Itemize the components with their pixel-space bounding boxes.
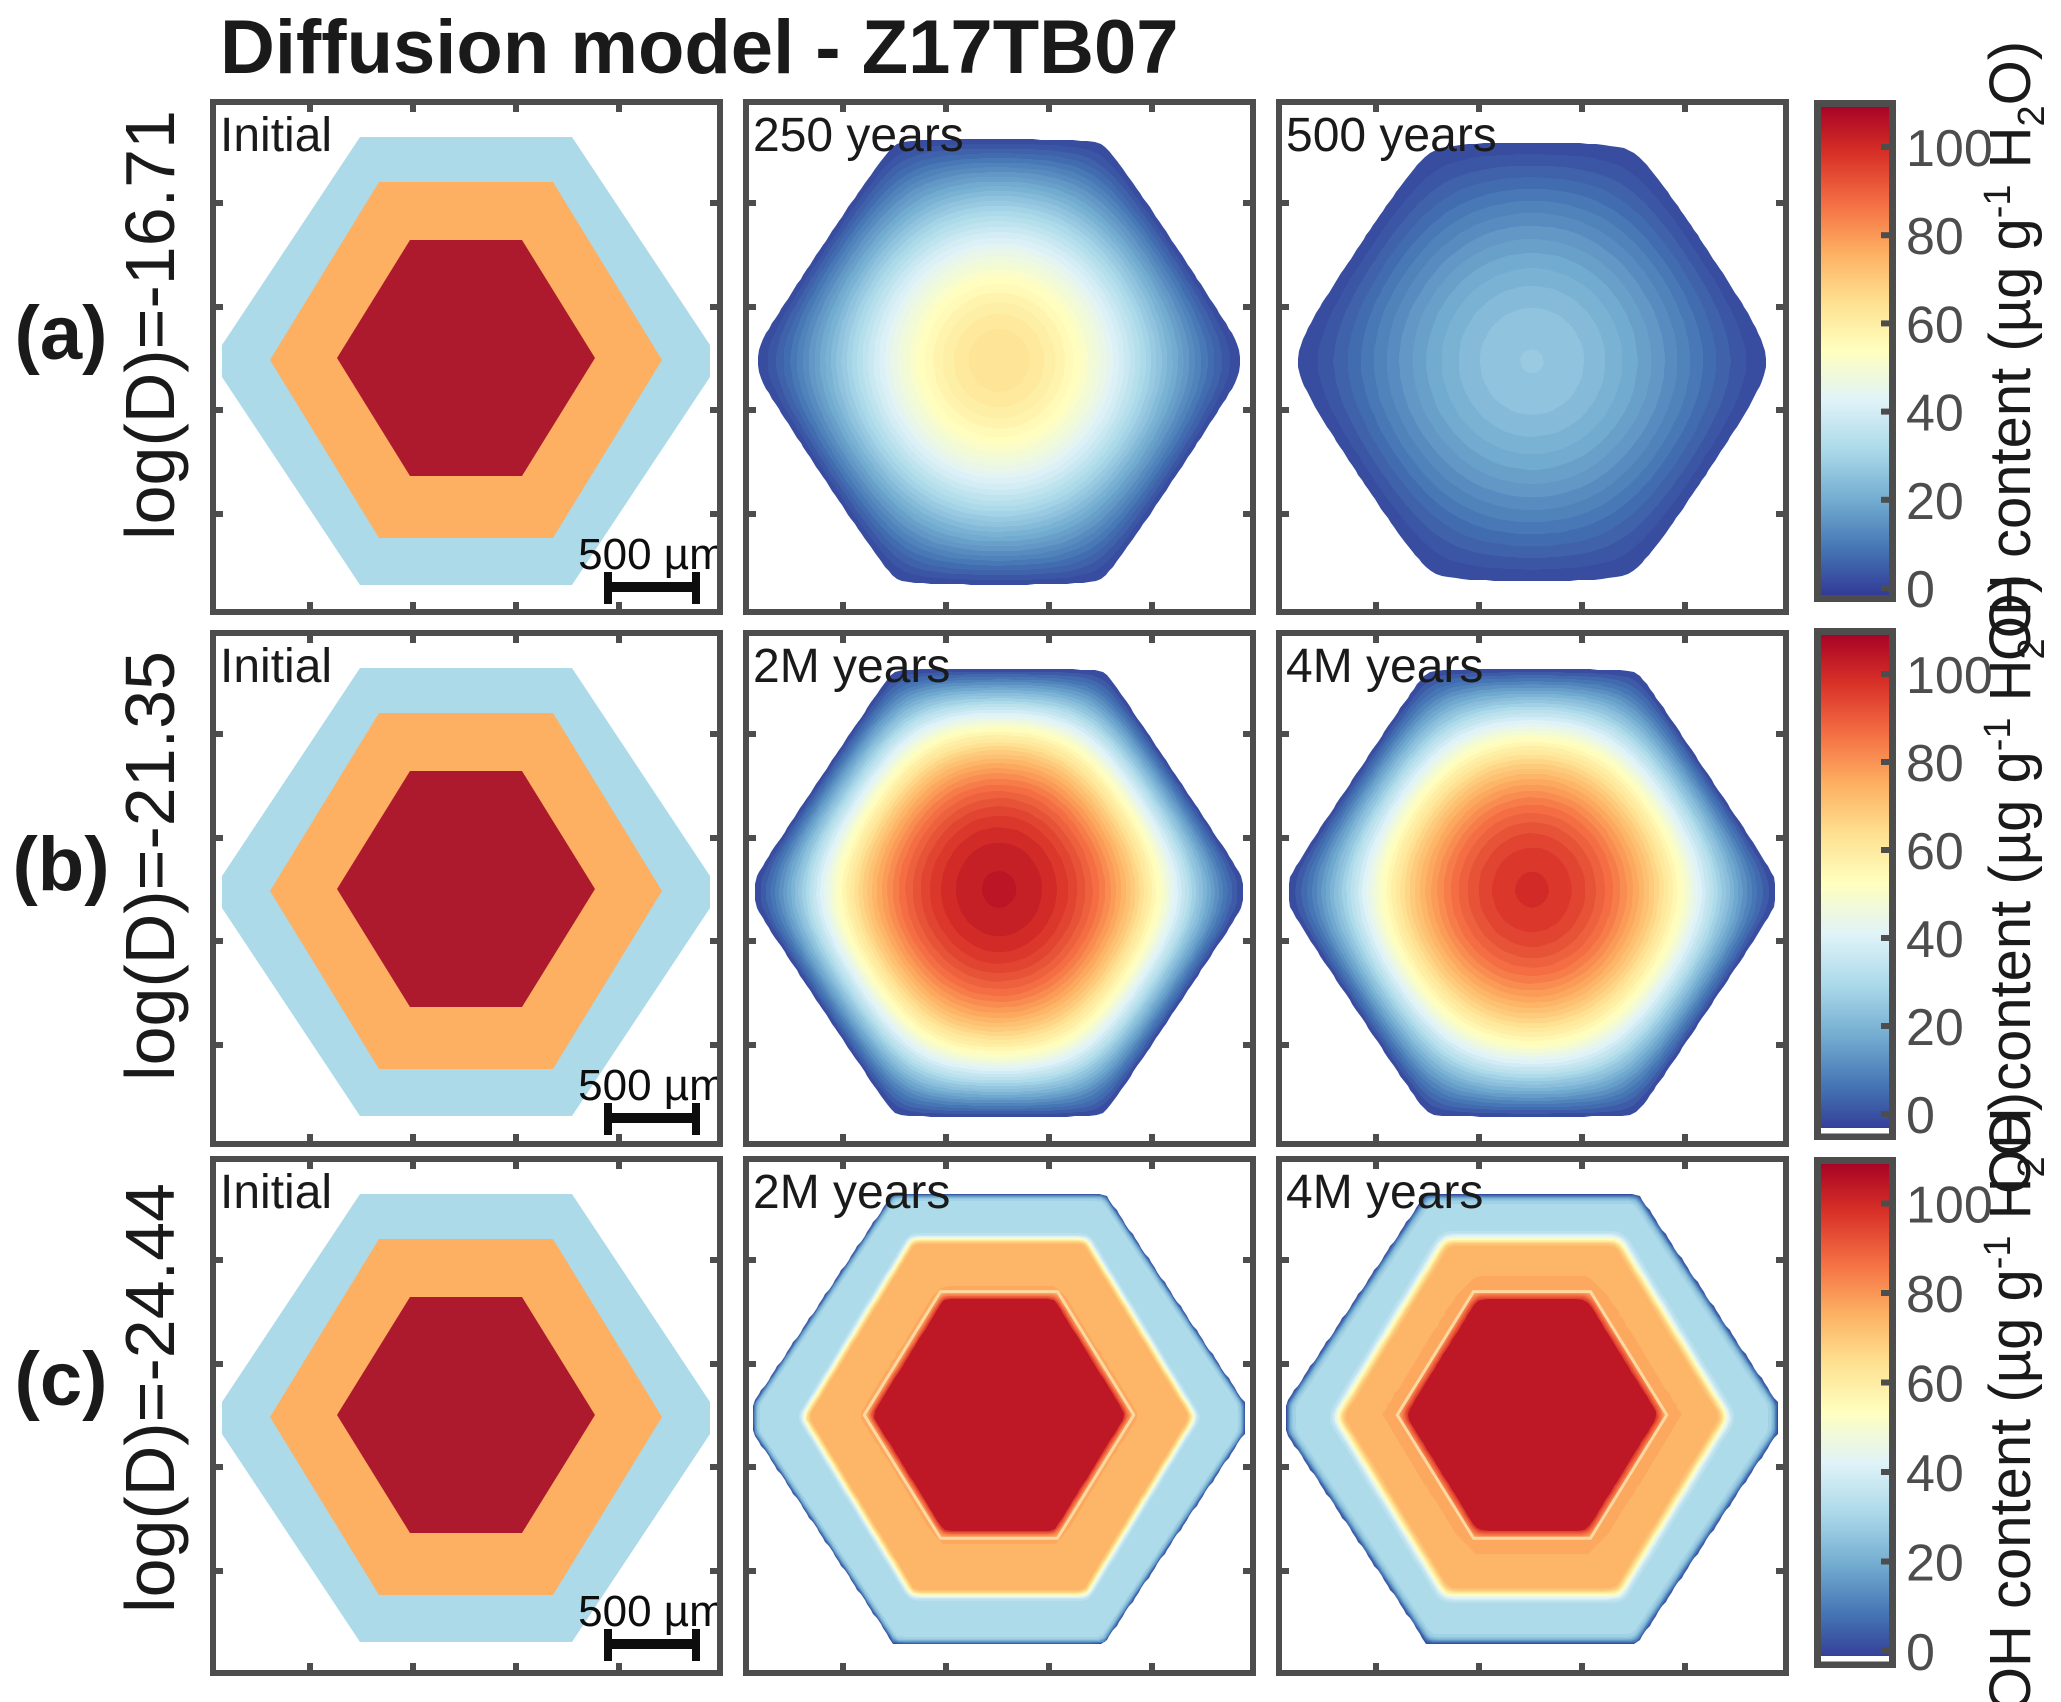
svg-text:0: 0 <box>1906 561 1935 619</box>
svg-text:Initial: Initial <box>220 640 332 693</box>
svg-text:OH content (µg g-1 H2O): OH content (µg g-1 H2O) <box>1977 41 2053 661</box>
svg-text:100: 100 <box>1906 120 1993 178</box>
svg-text:OH content (µg g-1 H2O): OH content (µg g-1 H2O) <box>1977 574 2053 1194</box>
svg-text:(c): (c) <box>15 1337 108 1422</box>
svg-text:40: 40 <box>1906 385 1964 443</box>
svg-text:40: 40 <box>1906 911 1964 969</box>
svg-text:80: 80 <box>1906 208 1964 266</box>
svg-text:20: 20 <box>1906 473 1964 531</box>
svg-text:100: 100 <box>1906 1177 1993 1235</box>
svg-text:0: 0 <box>1906 1624 1935 1682</box>
svg-text:OH content (µg g-1 H2O): OH content (µg g-1 H2O) <box>1977 1092 2053 1702</box>
svg-text:(a): (a) <box>15 291 108 376</box>
svg-text:Initial: Initial <box>220 1166 332 1219</box>
svg-text:4M years: 4M years <box>1286 640 1483 693</box>
svg-text:80: 80 <box>1906 735 1964 793</box>
svg-text:Initial: Initial <box>220 109 332 162</box>
svg-text:log(D)=-21.35: log(D)=-21.35 <box>111 651 189 1081</box>
svg-text:4M years: 4M years <box>1286 1166 1483 1219</box>
svg-text:log(D)=-24.44: log(D)=-24.44 <box>111 1183 189 1613</box>
svg-text:60: 60 <box>1906 296 1964 354</box>
svg-text:20: 20 <box>1906 1535 1964 1593</box>
svg-text:60: 60 <box>1906 823 1964 881</box>
svg-text:2M years: 2M years <box>753 1166 950 1219</box>
svg-text:100: 100 <box>1906 647 1993 705</box>
svg-text:500 µm: 500 µm <box>578 530 726 579</box>
svg-text:0: 0 <box>1906 1087 1935 1145</box>
svg-text:(b): (b) <box>12 822 109 907</box>
svg-text:log(D)=-16.71: log(D)=-16.71 <box>111 110 189 540</box>
svg-text:60: 60 <box>1906 1356 1964 1414</box>
svg-text:250 years: 250 years <box>753 109 964 162</box>
svg-text:500 µm: 500 µm <box>578 1587 726 1636</box>
svg-text:80: 80 <box>1906 1266 1964 1324</box>
svg-text:Diffusion model - Z17TB07: Diffusion model - Z17TB07 <box>220 5 1179 90</box>
svg-text:20: 20 <box>1906 999 1964 1057</box>
svg-text:500 years: 500 years <box>1286 109 1497 162</box>
svg-text:2M years: 2M years <box>753 640 950 693</box>
svg-text:40: 40 <box>1906 1445 1964 1503</box>
svg-text:500 µm: 500 µm <box>578 1061 726 1110</box>
